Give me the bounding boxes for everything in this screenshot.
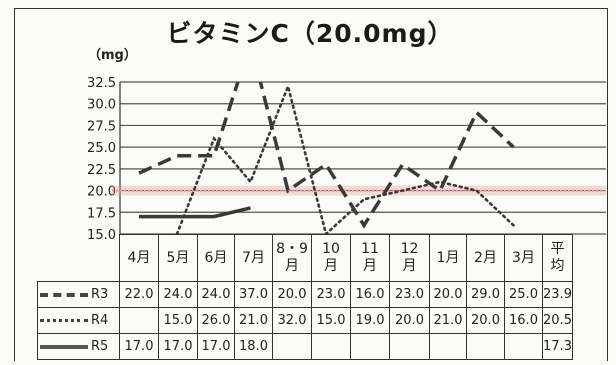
data-label xyxy=(389,333,430,360)
data-label: 24.0 xyxy=(197,281,235,308)
data-label: 22.0 xyxy=(119,281,159,308)
data-label: 20.5 xyxy=(542,307,573,334)
data-label xyxy=(350,333,390,360)
legend-cell: R4 xyxy=(37,307,120,334)
legend-cell: R3 xyxy=(37,281,120,308)
legend-swatch xyxy=(40,319,88,322)
data-label: 24.0 xyxy=(158,281,198,308)
data-label: 17.0 xyxy=(119,333,159,360)
category-label: 月 xyxy=(363,258,377,274)
chart-frame xyxy=(14,8,608,361)
data-label: 20.0 xyxy=(389,307,430,334)
category-label: 4月 xyxy=(127,249,151,266)
category-header: 2月 xyxy=(466,234,505,282)
data-label: 23.0 xyxy=(389,281,430,308)
legend-label: R4 xyxy=(91,313,109,328)
data-label: 37.0 xyxy=(234,281,273,308)
data-label xyxy=(504,333,543,360)
data-label: 20.0 xyxy=(466,307,505,334)
category-label: 11 xyxy=(361,241,379,257)
data-label: 15.0 xyxy=(311,307,351,334)
legend-swatch xyxy=(40,344,88,349)
legend-label: R5 xyxy=(91,339,109,354)
data-label: 16.0 xyxy=(350,281,390,308)
category-header: 1月 xyxy=(429,234,467,282)
data-table: 4月 5月 6月 7月 8・9 月 10 月 11 月 12 月 1月 2月 3月平均 R3 22.0 24.0 2… xyxy=(37,234,573,360)
data-label: 18.0 xyxy=(234,333,273,360)
category-label: 1月 xyxy=(436,249,460,266)
y-tick-label: 17.5 xyxy=(87,206,116,221)
data-label xyxy=(272,333,312,360)
reference-line xyxy=(112,185,606,196)
series-line-r5 xyxy=(139,206,251,219)
category-header: 5月 xyxy=(158,234,198,282)
category-label: 月 xyxy=(402,258,417,274)
data-label xyxy=(466,333,505,360)
table-corner xyxy=(37,234,120,282)
data-label: 20.0 xyxy=(429,281,467,308)
data-label: 26.0 xyxy=(197,307,235,334)
y-tick-label: 22.5 xyxy=(87,163,116,178)
grid-lines xyxy=(119,81,606,235)
category-label: 12 xyxy=(400,241,419,257)
category-header: 6月 xyxy=(197,234,235,282)
chart-title: ビタミンC（20.0mg） xyxy=(166,19,454,48)
category-label: 7月 xyxy=(242,249,265,266)
data-label: 23.9 xyxy=(542,281,573,308)
data-label: 15.0 xyxy=(158,307,198,334)
data-label: 25.0 xyxy=(504,281,543,308)
category-header: 8・9 月 xyxy=(272,234,312,282)
y-tick-label: 30.0 xyxy=(87,98,116,113)
data-label: 17.0 xyxy=(158,333,198,360)
data-label: 23.0 xyxy=(311,281,351,308)
category-header: 11 月 xyxy=(350,234,390,282)
data-label: 17.0 xyxy=(197,333,235,360)
data-label: 21.0 xyxy=(429,307,467,334)
category-label: 2月 xyxy=(474,249,497,266)
data-label: 16.0 xyxy=(504,307,543,334)
y-tick-label: 20.0 xyxy=(87,185,116,200)
category-label: 5月 xyxy=(166,249,190,266)
category-label: 3月 xyxy=(512,249,535,266)
category-header: 12 月 xyxy=(389,234,430,282)
legend-cell: R5 xyxy=(37,333,120,360)
category-header: 平均 xyxy=(542,234,573,282)
category-label: 月 xyxy=(285,258,299,274)
series-line-r3 xyxy=(138,82,515,229)
data-label xyxy=(311,333,351,360)
reference-band xyxy=(112,185,606,196)
data-label: 21.0 xyxy=(234,307,273,334)
data-label: 20.0 xyxy=(272,281,312,308)
y-tick-label: 27.5 xyxy=(87,119,116,134)
data-label: 19.0 xyxy=(350,307,390,334)
data-label xyxy=(119,307,159,334)
legend-label: R3 xyxy=(91,287,109,302)
data-label: 17.3 xyxy=(542,333,573,360)
data-label xyxy=(429,333,467,360)
category-label: 月 xyxy=(324,258,338,274)
data-label: 29.0 xyxy=(466,281,505,308)
category-label: 6月 xyxy=(204,249,228,266)
category-header: 4月 xyxy=(119,234,159,282)
table-row: R4 15.0 26.0 21.0 32.0 15.0 19.0 20.0 21.0 20.0 16… xyxy=(37,307,573,334)
series-lines xyxy=(138,82,515,234)
y-axis-ticks: 32.530.027.525.022.520.017.515.0 xyxy=(87,76,116,243)
category-label: 8・9 xyxy=(276,241,308,257)
y-axis-unit: （mg） xyxy=(88,48,137,63)
category-label: 平 xyxy=(550,241,565,257)
category-label: 10 xyxy=(322,241,340,257)
category-header: 7月 xyxy=(234,234,273,282)
y-tick-label: 25.0 xyxy=(87,141,116,156)
data-label: 32.0 xyxy=(272,307,312,334)
category-header: 3月 xyxy=(504,234,543,282)
category-label: 均 xyxy=(550,258,565,274)
y-tick-label: 32.5 xyxy=(87,76,116,91)
table-row: R3 22.0 24.0 24.0 37.0 20.0 23.0 16.0 23.0 20.0 29… xyxy=(37,281,573,308)
table-row: R5 17.0 17.0 17.0 18.0 17.3 xyxy=(37,333,573,360)
category-header: 10 月 xyxy=(311,234,351,282)
series-line-r4 xyxy=(175,82,515,234)
legend-swatch xyxy=(40,292,88,297)
